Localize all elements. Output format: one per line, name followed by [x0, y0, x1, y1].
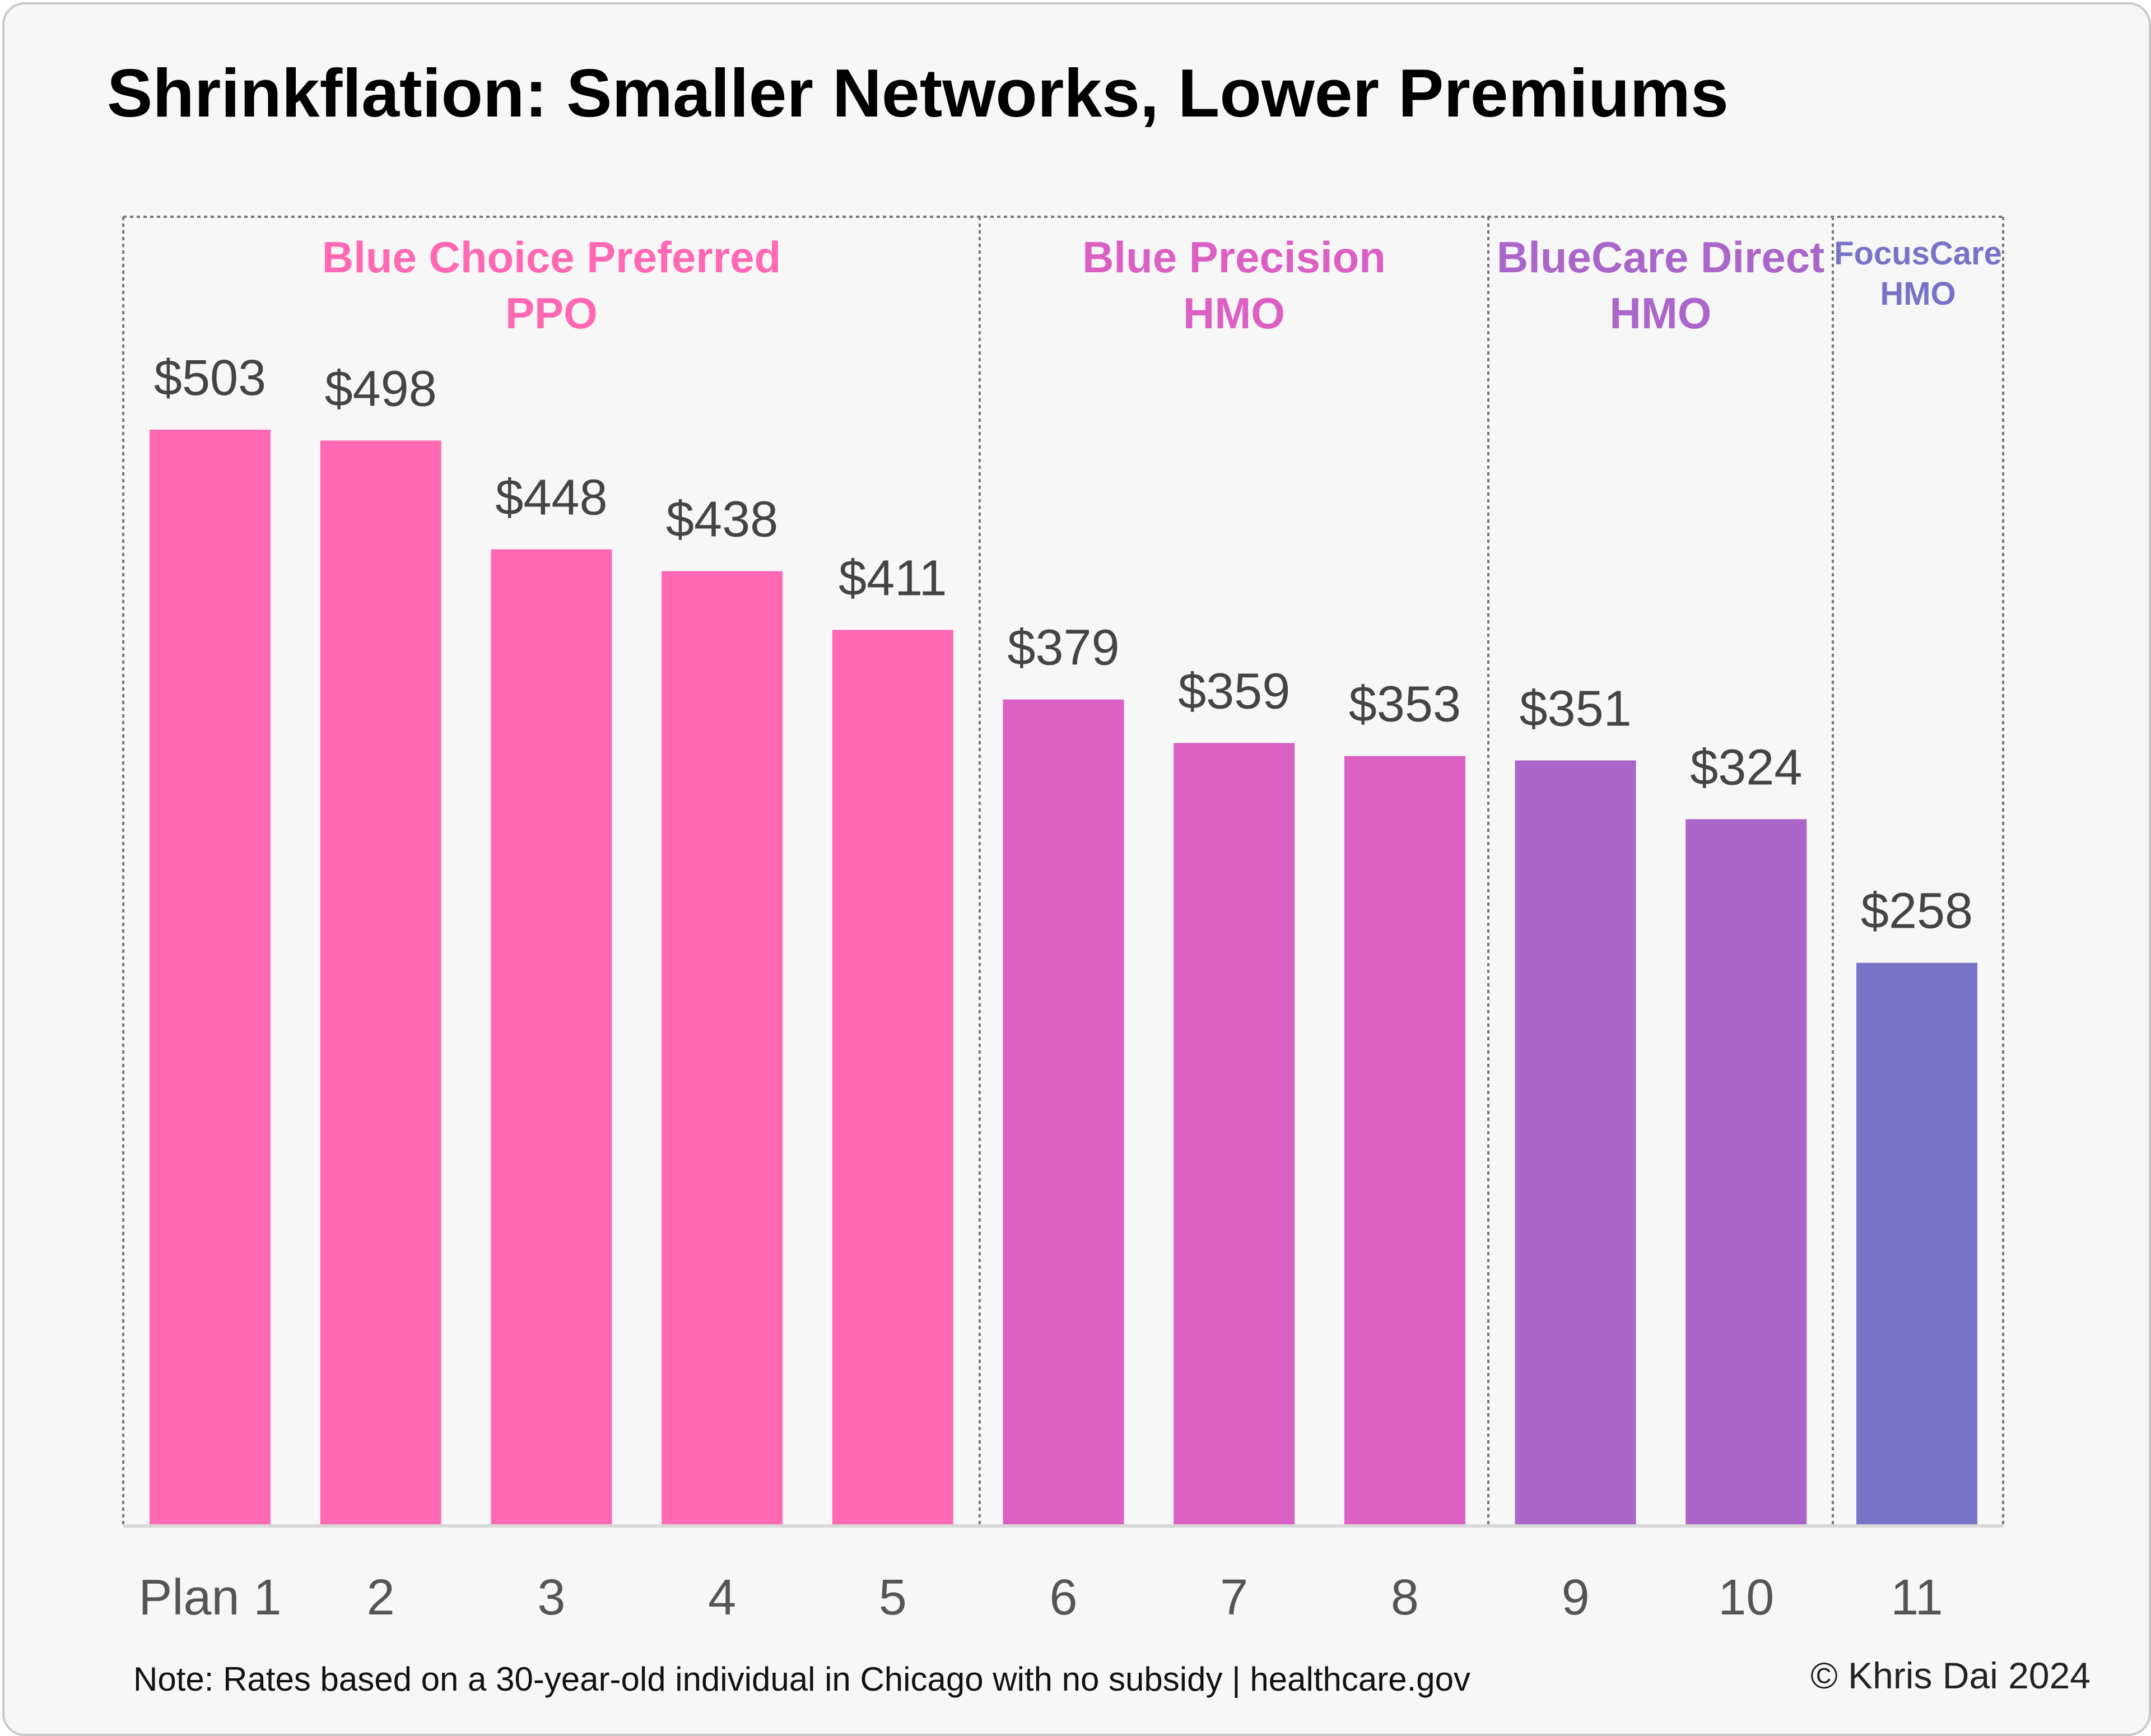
value-label: $351 — [1519, 681, 1631, 737]
x-tick-label: 3 — [537, 1570, 565, 1626]
x-tick-label: 8 — [1391, 1570, 1419, 1626]
chart-title: Shrinkflation: Smaller Networks, Lower P… — [107, 55, 1729, 131]
x-tick-label: 7 — [1220, 1570, 1248, 1626]
value-label: $438 — [666, 492, 778, 548]
value-label: $324 — [1690, 739, 1802, 795]
group-label: Blue Precision — [1082, 232, 1386, 282]
x-tick-label: 6 — [1049, 1570, 1077, 1626]
bar-plan-9 — [1515, 760, 1636, 1524]
value-label: $258 — [1861, 883, 1973, 939]
x-tick-label: 10 — [1718, 1570, 1774, 1626]
group-label: Blue Choice Preferred — [322, 232, 781, 282]
x-tick-label: Plan 1 — [138, 1570, 281, 1626]
group-label: HMO — [1610, 288, 1712, 338]
group-label: HMO — [1183, 288, 1285, 338]
footnote: Note: Rates based on a 30-year-old indiv… — [133, 1660, 1470, 1698]
bar-plan-10 — [1686, 819, 1807, 1524]
group-label: HMO — [1880, 276, 1956, 312]
bar-plan-7 — [1174, 743, 1295, 1524]
value-label: $503 — [154, 350, 266, 406]
bar-plan-2 — [320, 440, 441, 1524]
x-tick-label: 4 — [708, 1570, 736, 1626]
group-label: BlueCare Direct — [1497, 232, 1824, 282]
group-label: FocusCare — [1834, 235, 2002, 272]
bar-plan-6 — [1003, 699, 1124, 1524]
x-tick-label: 11 — [1891, 1570, 1943, 1626]
group-label: PPO — [505, 288, 598, 338]
bar-plan-4 — [662, 571, 783, 1525]
credit: © Khris Dai 2024 — [1810, 1655, 2091, 1696]
bar-plan-11 — [1856, 962, 1977, 1524]
x-tick-label: 5 — [879, 1570, 907, 1626]
bar-plan-1 — [150, 430, 271, 1524]
value-label: $448 — [495, 470, 607, 526]
x-tick-label: 9 — [1562, 1570, 1590, 1626]
bar-plan-8 — [1344, 756, 1465, 1524]
value-label: $498 — [325, 361, 437, 417]
x-tick-label: 2 — [367, 1570, 395, 1626]
bar-plan-5 — [832, 630, 953, 1524]
value-label: $379 — [1007, 620, 1119, 676]
value-label: $359 — [1178, 663, 1290, 719]
bar-plan-3 — [491, 549, 612, 1524]
value-label: $411 — [839, 550, 947, 606]
value-label: $353 — [1349, 677, 1461, 733]
